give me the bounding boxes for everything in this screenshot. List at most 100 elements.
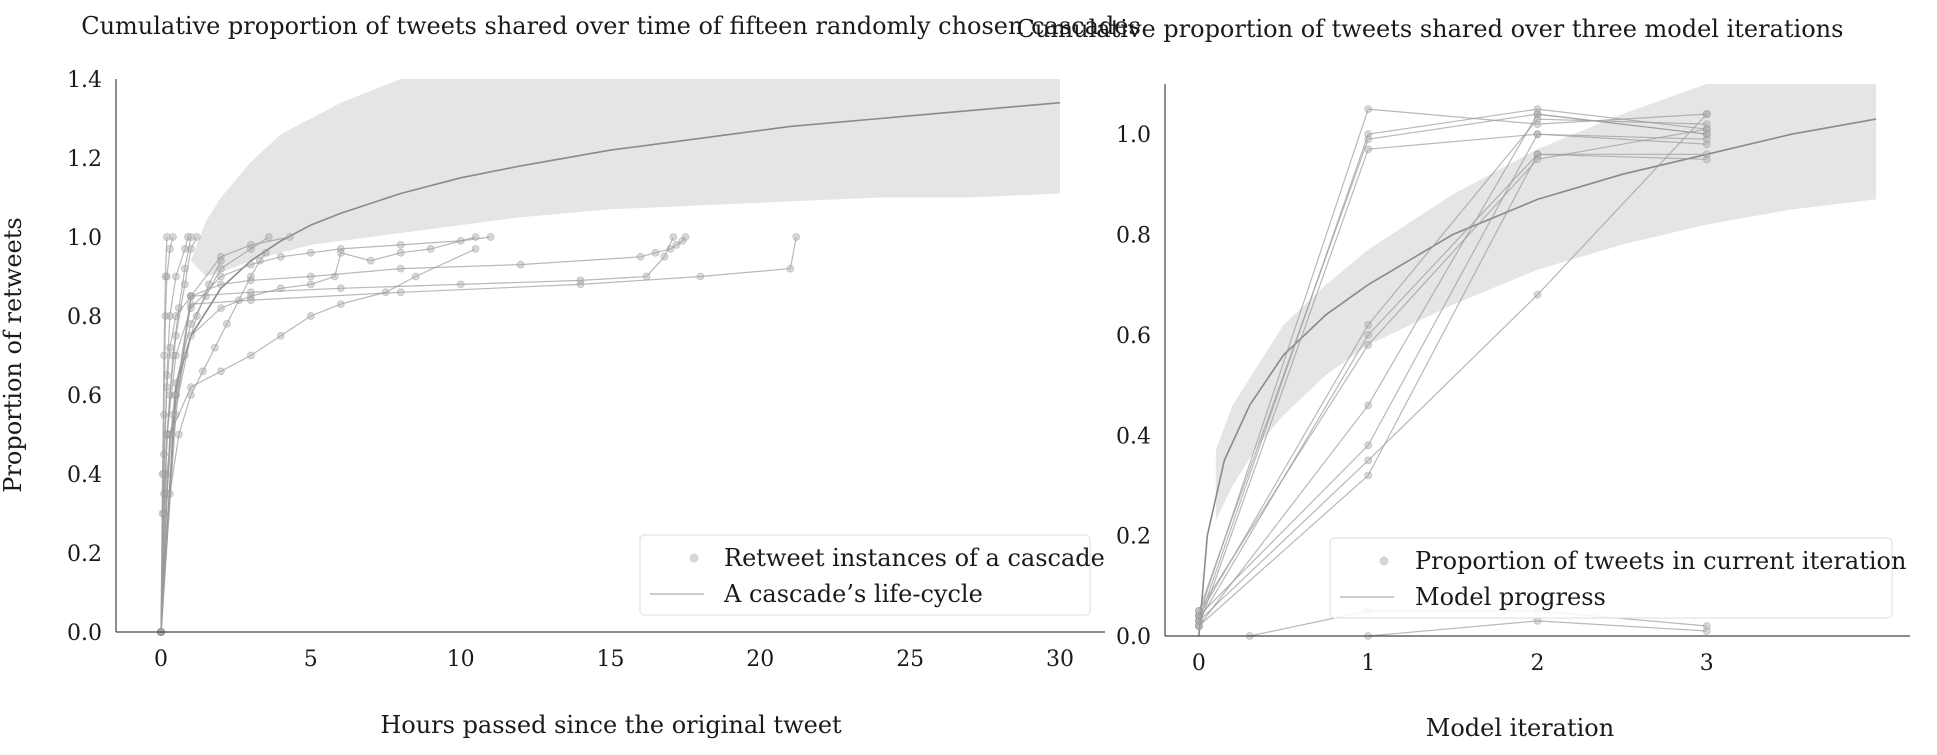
left-data-point (642, 272, 651, 281)
left-data-point (162, 489, 171, 498)
right-series-line (1198, 113, 1707, 627)
left-series-14 (157, 256, 225, 636)
left-data-point (792, 233, 801, 241)
left-legend-marker-icon (689, 553, 699, 563)
left-data-point (678, 236, 687, 245)
left-data-point (246, 288, 255, 297)
right-y-tick-label: 0.6 (1116, 324, 1151, 349)
right-x-axis-label: Model iteration (1426, 714, 1614, 742)
right-legend-label-proportion: Proportion of tweets in current iteratio… (1415, 547, 1906, 575)
left-x-tick-label: 5 (304, 647, 318, 672)
left-data-point (183, 233, 192, 241)
left-data-point (516, 260, 525, 269)
left-data-point (161, 312, 170, 320)
left-x-tick-label: 30 (1046, 647, 1074, 672)
right-data-point (1364, 320, 1373, 329)
right-series-line (1198, 108, 1707, 622)
left-data-point (486, 233, 495, 241)
right-data-point (1533, 290, 1542, 299)
right-data-point (1702, 110, 1711, 118)
right-data-point (1702, 627, 1711, 635)
left-data-point (186, 300, 195, 309)
right-data-point (1702, 130, 1711, 139)
left-data-point (216, 256, 225, 265)
left-data-point (651, 248, 660, 257)
left-series-13 (157, 233, 195, 636)
right-series-line (1198, 133, 1707, 627)
right-legend-marker-icon (1379, 556, 1389, 566)
left-data-point (396, 288, 405, 297)
right-series-8 (1195, 130, 1711, 620)
left-data-point (471, 233, 480, 241)
left-data-point (696, 272, 705, 281)
left-data-point (204, 280, 213, 289)
left-legend-label-lifecycle: A cascade’s life-cycle (723, 580, 983, 608)
right-series-line (1198, 153, 1707, 627)
left-series-8 (157, 244, 480, 636)
right-series-line (1198, 128, 1707, 612)
left-series-line (160, 236, 290, 633)
right-legend: Proportion of tweets in current iteratio… (1329, 537, 1906, 619)
right-data-point (1195, 622, 1203, 630)
left-data-point (660, 252, 669, 261)
right-series-line (1198, 113, 1708, 622)
left-data-point (216, 304, 225, 313)
left-series-line (160, 236, 168, 633)
right-data-point (1702, 150, 1711, 159)
left-data-point (264, 233, 273, 241)
chart-left: Cumulative proportion of tweets shared o… (0, 12, 1141, 739)
right-data-point (1533, 110, 1542, 118)
right-data-point (1702, 120, 1711, 128)
right-data-point (1533, 150, 1542, 159)
left-data-point (426, 244, 435, 253)
left-data-point (216, 280, 225, 289)
left-data-point (285, 233, 294, 241)
right-data-point (1702, 140, 1711, 149)
left-data-point (222, 319, 231, 328)
left-data-point (276, 284, 285, 293)
left-y-tick-label: 0.6 (67, 384, 102, 409)
left-data-point (174, 304, 183, 313)
left-data-point (171, 272, 180, 281)
left-data-point (636, 252, 645, 261)
left-y-tick-label: 0.4 (67, 463, 102, 488)
right-series-line (1368, 620, 1707, 637)
left-data-point (198, 367, 207, 376)
left-data-point (672, 240, 681, 249)
left-data-point (186, 292, 195, 301)
right-data-point (1702, 622, 1711, 630)
right-data-point (1364, 145, 1373, 154)
left-data-point (381, 288, 390, 297)
left-data-point (276, 331, 285, 340)
right-series-line (1198, 133, 1707, 617)
right-legend-box (1329, 537, 1893, 619)
right-x-tick-label: 2 (1531, 651, 1545, 676)
left-data-point (396, 248, 405, 257)
right-data-point (1195, 607, 1203, 615)
left-data-point (168, 410, 177, 419)
left-data-point (162, 383, 171, 392)
right-plot-area: 0 1 2 3 0.0 0.2 0.4 0.6 0.8 1.0 (1116, 84, 1910, 676)
left-x-tick-label: 0 (154, 647, 168, 672)
left-x-tick-label: 10 (447, 647, 475, 672)
left-series-line (160, 252, 267, 633)
left-data-point (411, 272, 420, 281)
left-y-axis-label: Proportion of retweets (0, 217, 27, 492)
left-data-point (186, 383, 195, 392)
left-x-tick-label: 15 (597, 647, 625, 672)
left-data-point (276, 252, 285, 261)
left-data-point (162, 233, 171, 241)
right-data-point (1702, 135, 1711, 144)
left-data-point (174, 430, 183, 439)
left-data-point (306, 272, 315, 281)
left-y-tick-label: 0.0 (67, 621, 102, 646)
left-data-point (456, 280, 465, 289)
left-y-tick-label: 0.8 (67, 305, 102, 330)
left-data-point (669, 233, 678, 241)
right-chart-title: Cumulative proportion of tweets shared o… (1017, 15, 1844, 43)
right-y-tick-label: 1.0 (1116, 123, 1151, 148)
left-data-point (246, 240, 255, 249)
left-data-point (192, 312, 201, 320)
right-data-point (1195, 617, 1203, 625)
